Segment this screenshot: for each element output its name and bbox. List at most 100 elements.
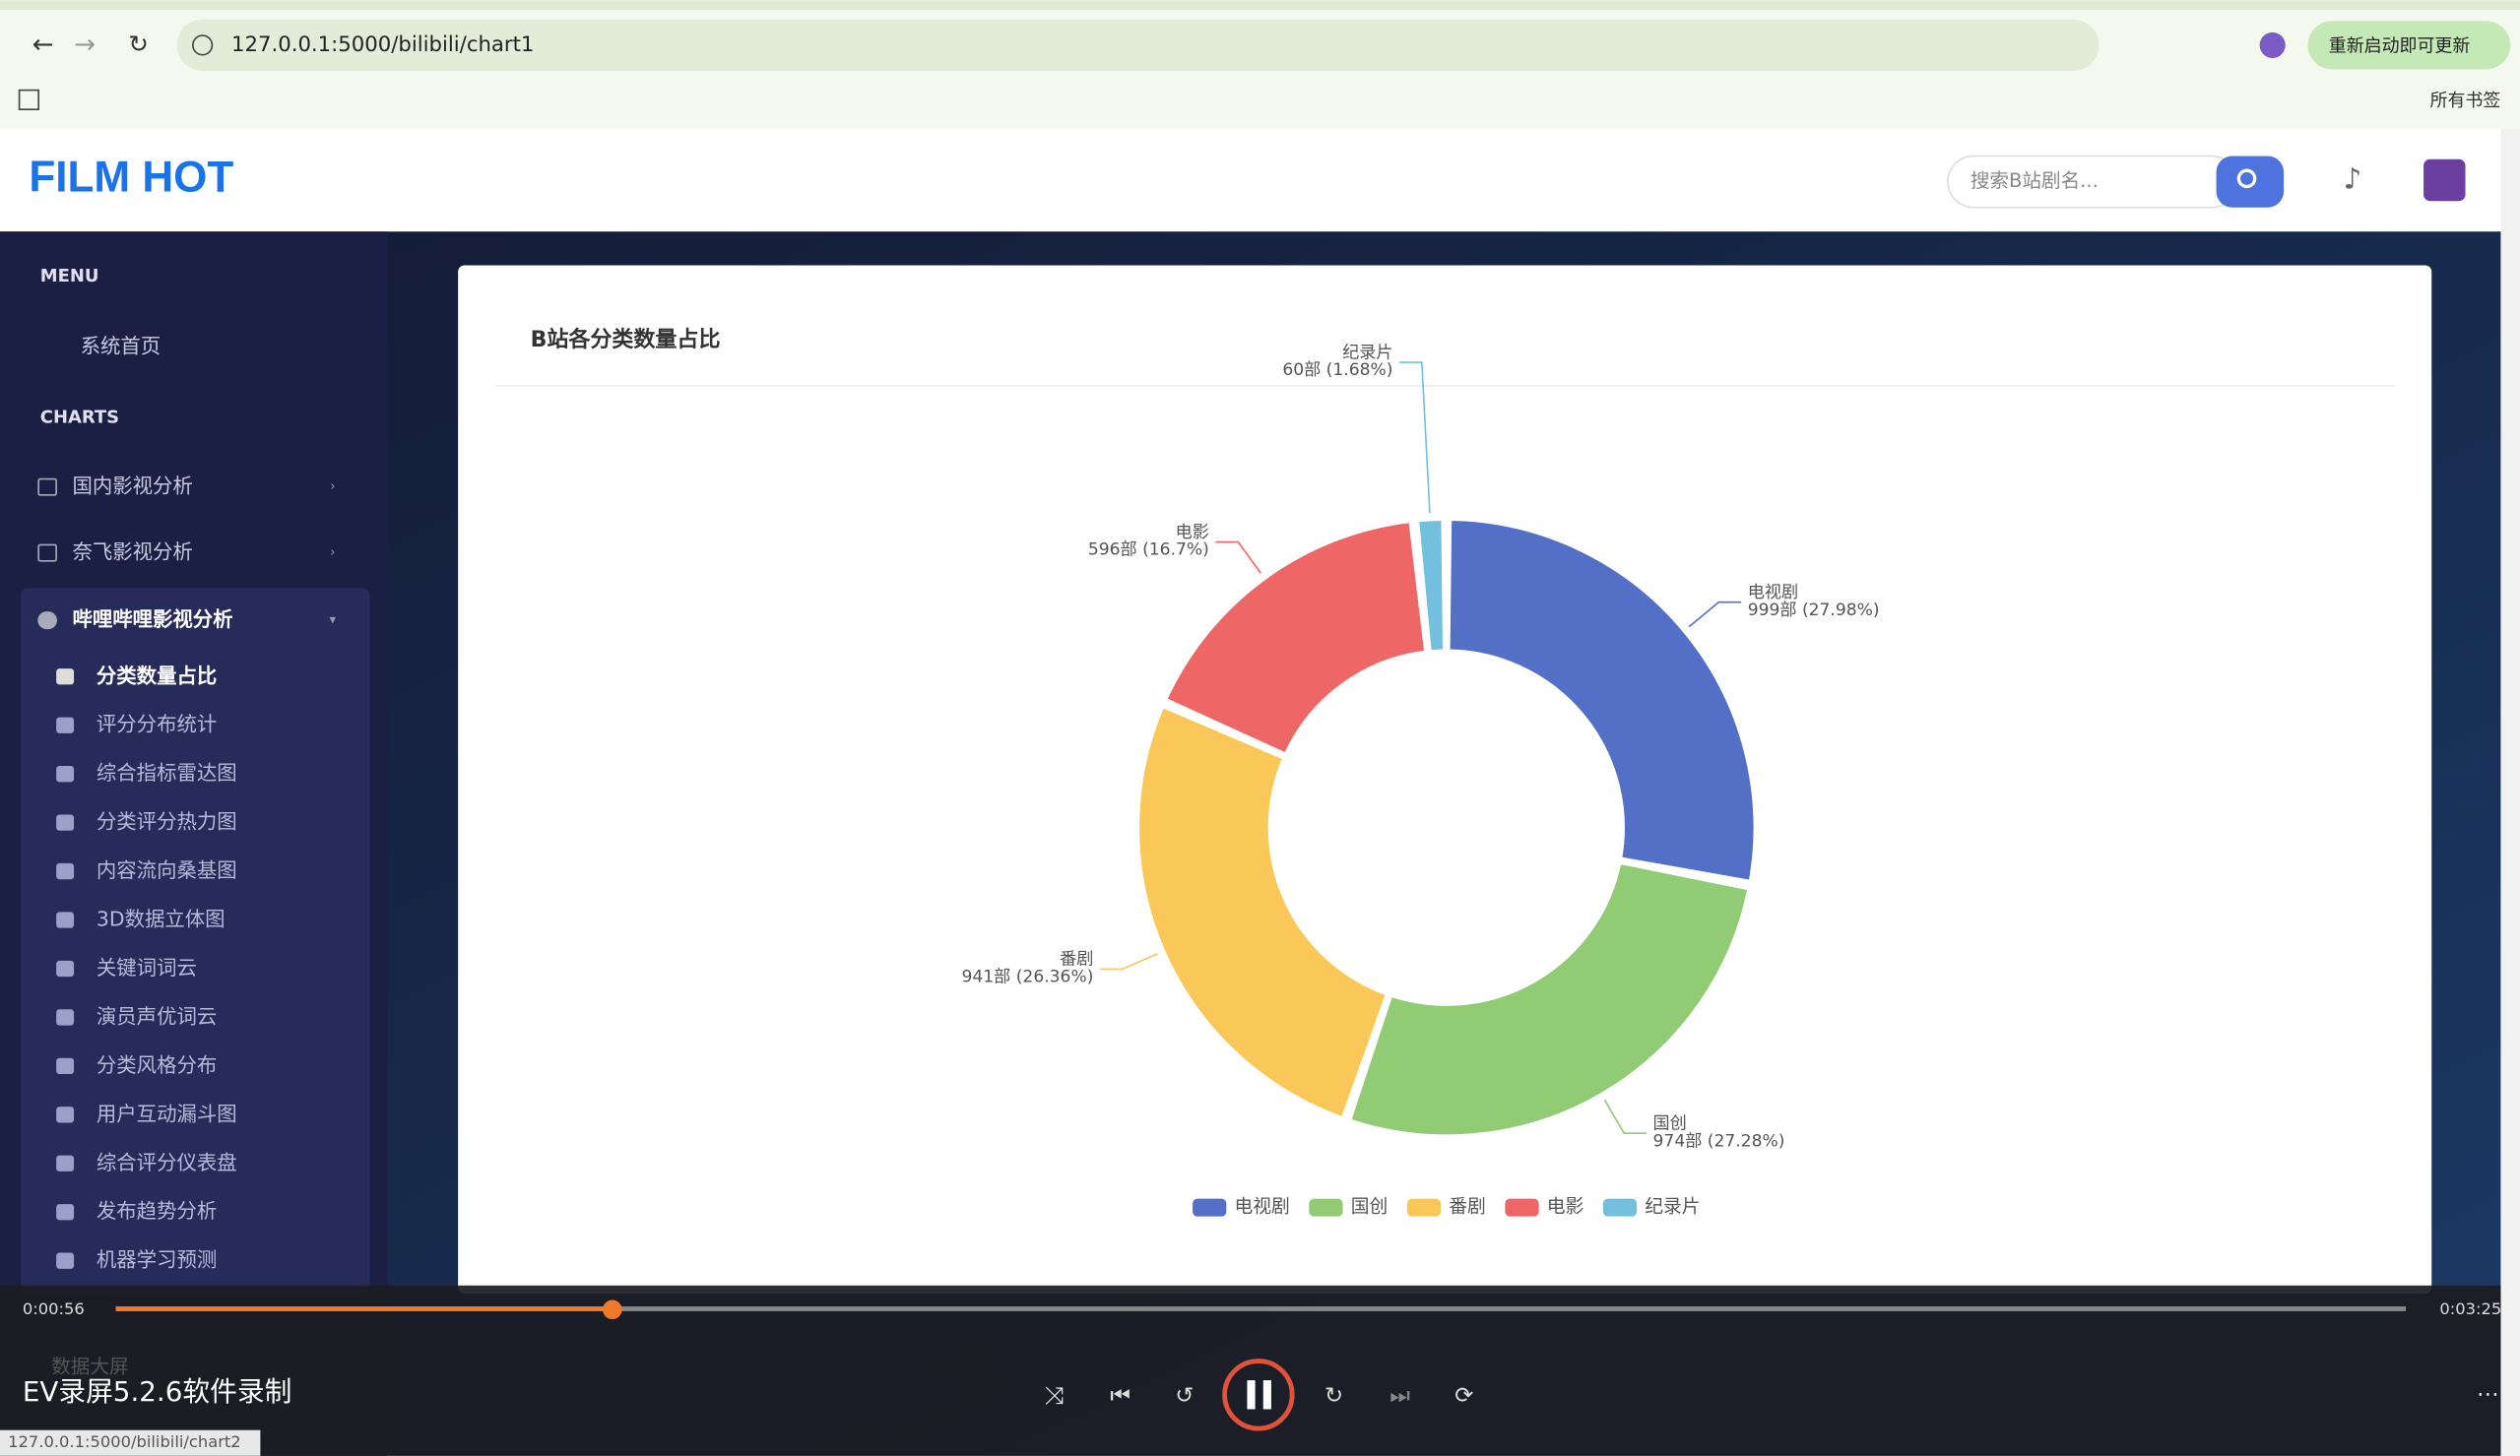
leader-line — [1215, 540, 1262, 574]
nav-item-icon — [56, 912, 75, 928]
update-button-label: 重新启动即可更新 — [2329, 36, 2471, 57]
pause-icon — [1262, 1380, 1271, 1410]
nav-group[interactable]: 哔哩哔哩影视分析 — [72, 607, 232, 631]
legend-swatch[interactable] — [1602, 1198, 1638, 1217]
nav-item[interactable]: 关键词词云 — [97, 956, 197, 980]
legend-swatch[interactable] — [1193, 1198, 1227, 1217]
pie-slice — [1163, 519, 1428, 757]
nav-item-icon — [56, 717, 75, 733]
bookmarks-folder[interactable]: 所有书签 — [2430, 91, 2501, 111]
nav-home[interactable]: 系统首页 — [81, 335, 162, 358]
nav-item-icon — [56, 960, 75, 978]
next-button[interactable]: ⏭ — [1389, 1383, 1410, 1409]
watermark: EV录屏5.2.6软件录制 — [23, 1375, 291, 1408]
leader-line — [1603, 1099, 1648, 1134]
nav-caret: ▾ — [330, 613, 337, 628]
status-bar — [0, 1429, 261, 1456]
nav-item-icon — [56, 1009, 75, 1026]
charts-heading: CHARTS — [40, 408, 119, 428]
nav-group[interactable]: 奈飞影视分析 — [72, 540, 192, 564]
forward-button[interactable]: ↻ — [1325, 1383, 1343, 1409]
nav-item-icon — [56, 862, 75, 880]
profile-avatar[interactable] — [2259, 32, 2286, 58]
update-button[interactable] — [2307, 21, 2511, 70]
duration: 0:03:25 — [2439, 1299, 2501, 1318]
slice-label: 番剧 — [1060, 950, 1093, 970]
chart-card — [458, 265, 2432, 1294]
nav-item-icon — [56, 1155, 75, 1171]
scrollbar — [2500, 128, 2520, 1456]
nav-item[interactable]: 评分分布统计 — [97, 713, 217, 736]
nav-item-icon — [56, 668, 75, 685]
pie-slice — [1347, 860, 1751, 1138]
slice-value-label: 596部 (16.7%) — [1088, 540, 1209, 560]
nav-item-icon — [56, 1204, 75, 1221]
status-url: 127.0.0.1:5000/bilibili/chart2 — [8, 1432, 241, 1451]
slice-value-label: 999部 (27.98%) — [1748, 601, 1880, 620]
leader-line — [1398, 361, 1431, 514]
tab-strip — [0, 0, 2520, 10]
nav-item[interactable]: 发布趋势分析 — [97, 1199, 217, 1223]
rewind-button[interactable]: ↺ — [1175, 1383, 1194, 1409]
legend-swatch[interactable] — [1505, 1198, 1539, 1217]
nav-item[interactable]: 综合指标雷达图 — [97, 761, 237, 785]
slice-label: 电影 — [1176, 523, 1209, 542]
back-button[interactable]: ← — [32, 30, 54, 59]
elapsed-time: 0:00:56 — [23, 1299, 85, 1318]
shuffle-button[interactable]: ⤨ — [1045, 1380, 1065, 1409]
nav-item[interactable]: 3D数据立体图 — [97, 908, 226, 931]
slice-value-label: 974部 (27.28%) — [1653, 1131, 1785, 1151]
progress-fill — [115, 1306, 613, 1311]
more-button[interactable]: ⋯ — [2477, 1381, 2499, 1407]
progress-knob[interactable] — [603, 1299, 622, 1320]
music-button[interactable]: ♪ — [2343, 161, 2361, 195]
slice-value-label: 941部 (26.36%) — [961, 968, 1093, 987]
search-button[interactable] — [2216, 156, 2285, 208]
nav-group[interactable]: 国内影视分析 — [72, 475, 192, 498]
leader-line — [1099, 952, 1159, 971]
forward-button[interactable]: → — [74, 30, 96, 59]
nav-item[interactable]: 用户互动漏斗图 — [97, 1102, 237, 1125]
slice-label: 国创 — [1653, 1113, 1687, 1133]
nav-item-icon — [56, 766, 75, 783]
nav-item[interactable]: 分类数量占比 — [97, 664, 217, 687]
address-bar[interactable] — [176, 19, 2100, 72]
site-info-icon[interactable] — [192, 34, 214, 56]
nav-item-icon — [56, 1057, 75, 1075]
nav-item-icon — [56, 1107, 75, 1123]
legend-label[interactable]: 电视剧 — [1234, 1195, 1289, 1217]
slice-value-label: 60部 (1.68%) — [1282, 360, 1392, 380]
legend-swatch[interactable] — [1309, 1198, 1343, 1217]
legend-label[interactable]: 国创 — [1351, 1195, 1388, 1217]
progress-track[interactable] — [115, 1306, 2407, 1311]
menu-heading: MENU — [40, 266, 99, 286]
nav-group-icon — [37, 477, 57, 496]
slice-label: 电视剧 — [1748, 583, 1798, 602]
search-icon — [2236, 168, 2257, 189]
user-avatar[interactable] — [2423, 158, 2466, 202]
nav-item-icon — [56, 814, 75, 831]
nav-item[interactable]: 内容流向桑基图 — [97, 858, 237, 882]
apps-icon[interactable] — [18, 89, 39, 110]
legend-label[interactable]: 番剧 — [1449, 1195, 1486, 1217]
nav-item[interactable]: 分类评分热力图 — [97, 810, 237, 834]
legend-label[interactable]: 纪录片 — [1645, 1195, 1700, 1217]
previous-button[interactable]: ⏮ — [1110, 1383, 1131, 1409]
pie-slice — [1135, 704, 1389, 1120]
nav-caret: › — [330, 479, 335, 494]
loop-button[interactable]: ⟳ — [1454, 1383, 1473, 1409]
pause-button[interactable] — [1222, 1359, 1295, 1431]
nav-item-icon — [56, 1252, 75, 1269]
nav-caret: › — [330, 545, 335, 560]
nav-item[interactable]: 机器学习预测 — [97, 1248, 217, 1272]
logo[interactable]: FILM HOT — [29, 154, 233, 202]
legend-swatch[interactable] — [1406, 1198, 1442, 1217]
nav-item[interactable]: 综合评分仪表盘 — [97, 1151, 237, 1174]
legend-label[interactable]: 电影 — [1547, 1195, 1584, 1217]
nav-item[interactable]: 分类风格分布 — [97, 1053, 217, 1077]
nav-item[interactable]: 演员声优词云 — [97, 1004, 217, 1028]
reload-button[interactable]: ↻ — [129, 30, 150, 58]
search-placeholder: 搜索B站剧名... — [1971, 169, 2099, 192]
